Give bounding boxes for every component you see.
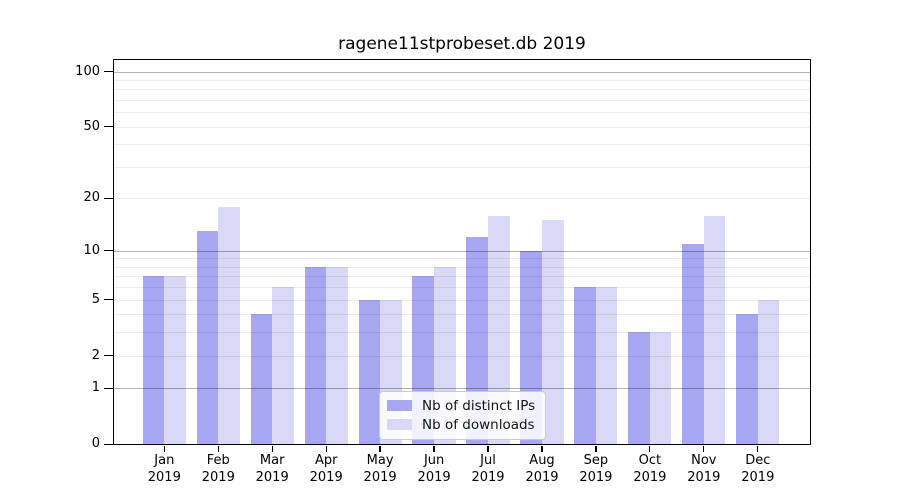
y-tick-label-100: 100 (75, 63, 100, 79)
bar-sep-downloads (595, 287, 618, 445)
x-tick-label-dec: Dec 2019 (741, 453, 775, 485)
y-tick-label-20: 20 (83, 190, 100, 206)
bar-aug-downloads (542, 220, 564, 445)
legend-swatch-distinct-ips (387, 400, 412, 411)
x-tick-oct (649, 446, 651, 452)
legend-label-downloads: Nb of downloads (422, 416, 535, 433)
x-tick-label-jul: Jul 2019 (471, 453, 505, 485)
y-tick-label-10: 10 (83, 242, 100, 258)
bar-nov-downloads (703, 215, 726, 445)
x-tick-may (379, 446, 381, 452)
bar-mar-distinct-ips (250, 314, 273, 445)
x-tick-label-nov: Nov 2019 (687, 453, 721, 485)
bar-apr-downloads (326, 266, 348, 445)
y-tick-label-5: 5 (91, 291, 100, 307)
bar-mar-downloads (272, 287, 294, 445)
x-tick-label-mar: Mar 2019 (255, 453, 289, 485)
bars-layer (113, 59, 811, 445)
x-tick-dec (757, 446, 759, 452)
y-tick-label-0: 0 (91, 436, 100, 452)
bar-jan-downloads (164, 276, 186, 445)
legend-item-downloads: Nb of downloads (387, 415, 537, 434)
y-tick-label-2: 2 (91, 347, 100, 363)
y-tick-100 (104, 70, 113, 73)
bar-sep-distinct-ips (574, 287, 596, 445)
bar-dec-downloads (757, 299, 780, 445)
y-tick-label-1: 1 (91, 380, 100, 396)
x-tick-aug (541, 446, 543, 452)
bar-feb-downloads (218, 206, 240, 445)
x-tick-label-may: May 2019 (363, 453, 397, 485)
bar-jan-distinct-ips (142, 276, 165, 445)
x-tick-label-sep: Sep 2019 (579, 453, 613, 485)
x-tick-label-apr: Apr 2019 (309, 453, 343, 485)
x-tick-jul (487, 446, 489, 452)
bar-apr-distinct-ips (304, 266, 327, 445)
bar-jul-downloads (488, 215, 510, 445)
x-tick-nov (703, 446, 705, 452)
x-tick-jan (163, 446, 165, 452)
x-tick-jun (433, 446, 435, 452)
chart-title: ragene11stprobeset.db 2019 (338, 34, 586, 54)
bar-oct-distinct-ips (628, 332, 650, 445)
legend-swatch-downloads (387, 419, 412, 430)
x-tick-label-jun: Jun 2019 (417, 453, 451, 485)
bar-oct-downloads (649, 332, 672, 445)
y-tick-10 (104, 249, 113, 252)
x-tick-label-feb: Feb 2019 (201, 453, 235, 485)
x-tick-label-aug: Aug 2019 (525, 453, 559, 485)
plot-area (113, 59, 811, 445)
x-tick-label-jan: Jan 2019 (147, 453, 181, 485)
y-tick-50 (104, 126, 113, 128)
bar-dec-distinct-ips (736, 314, 758, 445)
y-tick-20 (104, 197, 113, 200)
y-tick-5 (104, 298, 113, 301)
x-tick-label-oct: Oct 2019 (633, 453, 667, 485)
y-tick-0 (104, 443, 113, 445)
x-tick-mar (271, 446, 273, 452)
legend-item-distinct-ips: Nb of distinct IPs (387, 396, 537, 415)
y-tick-1 (104, 387, 113, 389)
bar-feb-distinct-ips (196, 231, 219, 445)
x-tick-apr (325, 446, 327, 452)
legend: Nb of distinct IPs Nb of downloads (379, 391, 546, 440)
y-tick-label-50: 50 (83, 118, 100, 134)
y-tick-2 (104, 354, 113, 357)
x-tick-feb (217, 446, 219, 452)
bar-nov-distinct-ips (682, 243, 704, 445)
legend-label-distinct-ips: Nb of distinct IPs (422, 397, 536, 414)
bar-may-distinct-ips (358, 299, 381, 445)
x-tick-sep (595, 446, 597, 452)
